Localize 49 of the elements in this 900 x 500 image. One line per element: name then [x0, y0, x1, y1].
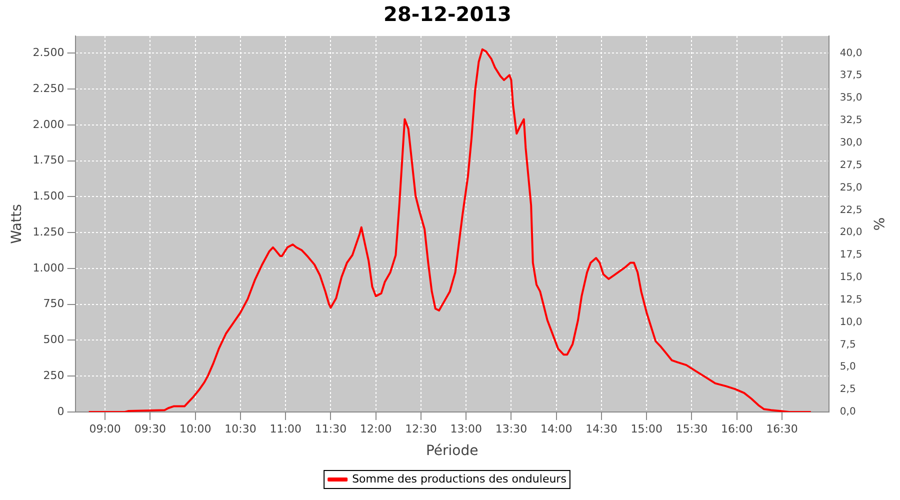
x-tick-label: 09:30 [134, 422, 166, 436]
x-tick-label: 15:30 [676, 422, 708, 436]
y2-tick-label: 35,0 [840, 92, 862, 104]
y-tick-label: 2.000 [32, 118, 64, 131]
y-tick-label: 250 [43, 368, 64, 382]
x-tick-label: 16:30 [766, 422, 798, 436]
y2-tick-label: 12,5 [840, 294, 862, 306]
chart-title: 28-12-2013 [384, 2, 512, 26]
y2-tick-label: 15,0 [840, 272, 862, 284]
x-tick-label: 10:30 [224, 422, 256, 436]
y2-tick-label: 0,0 [840, 406, 856, 418]
x-tick-label: 14:30 [586, 422, 618, 436]
y2-axis-title: % [870, 217, 886, 231]
y-tick-label: 750 [43, 297, 64, 310]
x-tick-label: 16:00 [721, 422, 753, 436]
x-tick-label: 13:00 [450, 422, 482, 436]
x-tick-label: 12:30 [405, 422, 437, 436]
x-tick-label: 14:00 [540, 422, 572, 436]
x-tick-label: 15:00 [630, 422, 662, 436]
y-tick-label: 2.250 [32, 82, 64, 95]
y-axis-title: Watts [9, 204, 26, 244]
y-tick-label: 1.000 [32, 261, 64, 274]
x-tick-label: 11:00 [270, 422, 302, 436]
y-tick-label: 2.500 [32, 46, 64, 60]
y-tick-label: 1.750 [32, 154, 64, 167]
y2-tick-label: 30,0 [840, 138, 862, 149]
x-tick-label: 09:00 [89, 422, 121, 436]
y2-tick-label: 32,5 [840, 115, 862, 126]
y2-tick-label: 37,5 [840, 70, 862, 82]
y-tick-label: 1.500 [32, 190, 64, 203]
x-tick-label: 13:30 [495, 422, 528, 436]
y2-tick-label: 20,0 [840, 227, 862, 238]
y-tick-label: 0 [57, 404, 64, 418]
y2-tick-label: 10,0 [840, 316, 862, 328]
y-tick-label: 500 [43, 333, 64, 346]
y2-tick-label: 5,0 [840, 362, 856, 373]
x-axis-title: Période [426, 443, 478, 460]
y2-tick-label: 7,5 [840, 339, 856, 350]
legend-label: Somme des productions des onduleurs [352, 472, 567, 486]
y2-tick-label: 27,5 [840, 160, 862, 171]
y2-tick-label: 2,5 [840, 384, 856, 396]
y-tick-label: 1.250 [32, 225, 64, 238]
x-tick-label: 12:00 [360, 422, 392, 436]
x-tick-label: 10:00 [179, 422, 212, 436]
x-tick-label: 11:30 [314, 422, 347, 436]
y2-tick-label: 22,5 [840, 204, 862, 216]
y2-tick-label: 25,0 [840, 182, 862, 194]
y2-tick-label: 40,0 [840, 48, 862, 59]
y2-tick-label: 17,5 [840, 250, 862, 261]
